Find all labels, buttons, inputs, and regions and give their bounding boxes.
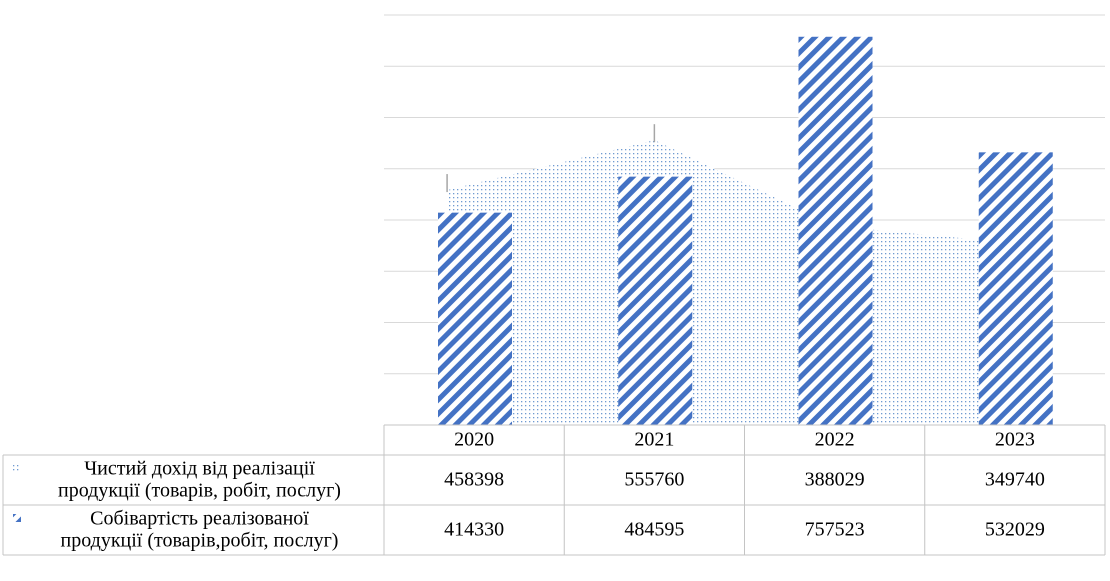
cost-data-label: 757523 <box>805 519 865 541</box>
revenue-series-label: продукції (товарів, робіт, послуг) <box>58 480 341 502</box>
category-tick-label: 2022 <box>815 429 855 451</box>
cost-bar-series <box>438 36 1053 425</box>
cost-series-label: Собівартість реалізованої <box>90 508 309 530</box>
cost-data-label: 484595 <box>624 519 684 541</box>
cost-series-label: продукції (товарів,робіт, послуг) <box>61 530 339 552</box>
category-tick-label: 2023 <box>995 429 1035 451</box>
revenue-data-label: 349740 <box>985 469 1045 491</box>
cost-data-label: 414330 <box>444 519 504 541</box>
revenue-legend-key <box>13 464 21 472</box>
cost-bar <box>798 36 873 425</box>
cost-legend-key <box>13 514 21 522</box>
cost-data-label: 532029 <box>985 519 1045 541</box>
revenue-data-label: 388029 <box>805 469 865 491</box>
cost-bar <box>438 212 512 425</box>
cost-bar <box>978 152 1053 425</box>
category-tick-label: 2021 <box>634 429 674 451</box>
revenue-area-series <box>446 124 1043 425</box>
cost-bar <box>618 176 693 425</box>
revenue-data-label: 458398 <box>444 469 504 491</box>
revenue-area <box>447 140 1042 425</box>
category-tick-label: 2020 <box>454 429 494 451</box>
revenue-series-label: Чистий дохід від реалізації <box>84 458 315 480</box>
revenue-data-label: 555760 <box>624 469 684 491</box>
data-table: 2020 2021 2022 2023 Чистий дохід від реаліза… <box>2 424 1106 556</box>
